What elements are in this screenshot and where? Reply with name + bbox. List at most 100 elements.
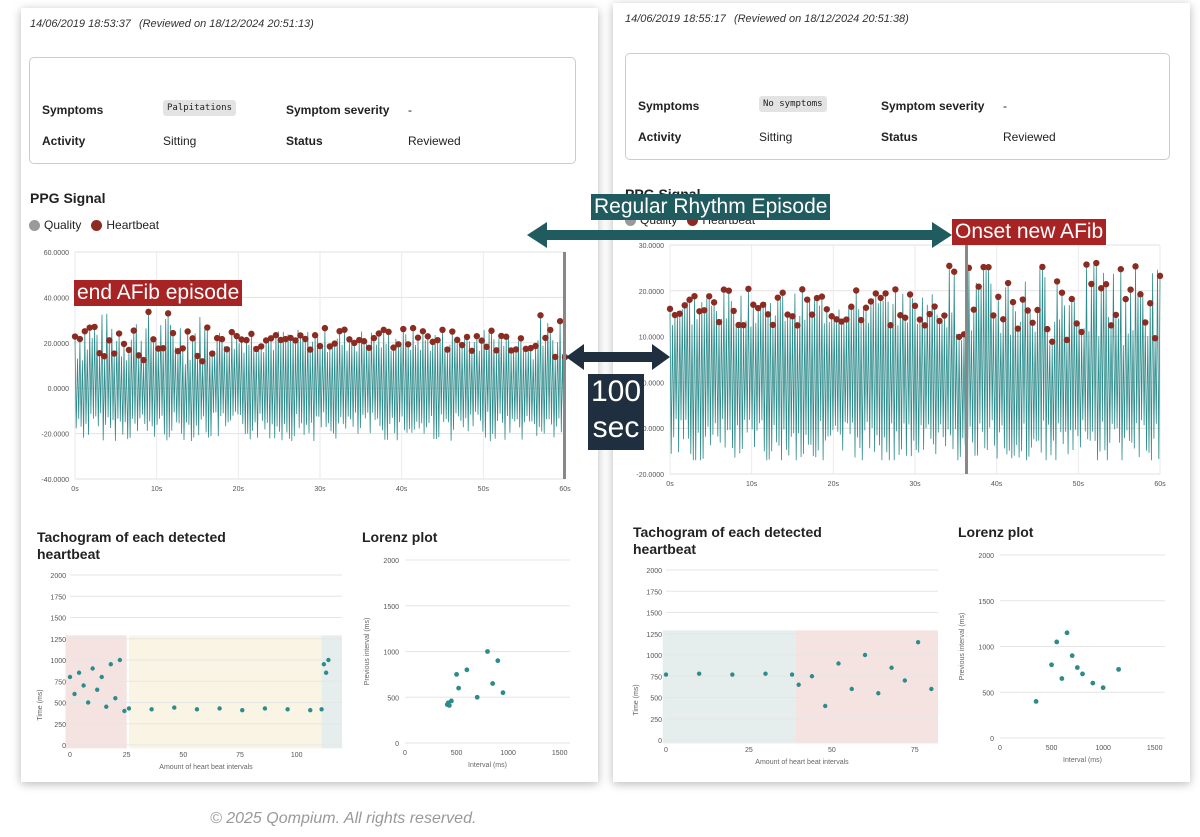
tachogram-point bbox=[285, 707, 290, 712]
y-tick-label: 1500 bbox=[646, 611, 662, 618]
heartbeat-marker bbox=[833, 316, 840, 323]
heartbeat-marker bbox=[184, 328, 191, 335]
tachogram-point bbox=[319, 707, 324, 712]
heartbeat-marker bbox=[1147, 300, 1154, 307]
tachogram-point bbox=[262, 706, 268, 711]
heartbeat-marker bbox=[941, 312, 948, 319]
heartbeat-marker bbox=[365, 344, 373, 351]
heartbeat-marker bbox=[395, 341, 402, 348]
heartbeat-marker bbox=[375, 330, 382, 337]
lorenz-point bbox=[1100, 685, 1106, 691]
lorenz-point bbox=[1049, 662, 1054, 668]
y-tick-label: 250 bbox=[54, 722, 66, 729]
heartbeat-marker bbox=[818, 293, 826, 300]
tachogram-point bbox=[763, 671, 768, 676]
x-tick-label: 60s bbox=[1154, 481, 1166, 488]
left-lorenz-chart[interactable]: 2000 1500 1000 500 00 500 1000 1500 Interval (ms… bbox=[355, 550, 580, 780]
lorenz-point bbox=[464, 667, 470, 673]
heartbeat-marker bbox=[81, 328, 88, 335]
legend-quality-label[interactable]: Quality bbox=[44, 218, 82, 232]
y-tick-label: 1750 bbox=[50, 594, 66, 601]
heartbeat-marker bbox=[169, 329, 177, 337]
lorenz-point bbox=[1080, 671, 1085, 677]
heartbeat-marker bbox=[507, 347, 515, 354]
heartbeat-marker bbox=[86, 324, 93, 331]
heartbeat-marker bbox=[911, 302, 919, 310]
heartbeat-marker bbox=[1004, 279, 1012, 287]
heartbeat-marker bbox=[351, 339, 358, 347]
heartbeat-marker bbox=[980, 263, 987, 271]
heartbeat-marker bbox=[759, 301, 767, 308]
heartbeat-marker bbox=[1112, 311, 1120, 319]
y-tick-label: 2000 bbox=[383, 558, 399, 565]
heartbeat-marker bbox=[400, 325, 407, 333]
heartbeat-marker bbox=[779, 289, 786, 296]
y-axis-label: Time (ms) bbox=[633, 684, 640, 715]
heartbeat-marker bbox=[552, 353, 559, 361]
y-tick-label: 1500 bbox=[50, 616, 66, 623]
heartbeat-marker bbox=[135, 352, 142, 359]
heartbeat-marker bbox=[867, 298, 875, 305]
heartbeat-marker bbox=[691, 292, 698, 300]
gap-unit: sec bbox=[592, 411, 640, 444]
heartbeat-marker bbox=[454, 336, 461, 344]
heartbeat-marker bbox=[321, 324, 329, 332]
right-activity-value: Sitting bbox=[759, 130, 793, 144]
heartbeat-marker bbox=[96, 350, 103, 357]
right-lorenz-chart[interactable]: 2000 1500 1000 500 00 500 1000 1500 Interval (ms… bbox=[950, 545, 1175, 775]
tachogram-point bbox=[323, 670, 329, 675]
heartbeat-marker bbox=[892, 286, 899, 293]
heartbeat-marker bbox=[745, 285, 752, 293]
heartbeat-marker bbox=[199, 358, 206, 365]
lorenz-point bbox=[1064, 630, 1070, 636]
heartbeat-marker bbox=[1107, 322, 1115, 329]
heartbeat-marker bbox=[125, 346, 133, 354]
quality-legend-icon[interactable] bbox=[625, 214, 636, 226]
tachogram-point bbox=[240, 707, 245, 713]
x-axis-label: Amount of heart beat intervals bbox=[159, 764, 253, 771]
episode-band bbox=[662, 630, 796, 744]
right-ppg-chart[interactable]: 30.0000 20.0000 10.0000 0.0000 -10.0000 -20.0… bbox=[620, 238, 1170, 496]
heartbeat-legend-icon[interactable] bbox=[91, 219, 103, 231]
x-tick-label: 25 bbox=[745, 747, 753, 754]
x-tick-label: 20s bbox=[233, 486, 245, 493]
heartbeat-marker bbox=[164, 310, 172, 317]
x-tick-label: 30s bbox=[909, 481, 921, 488]
left-ppg-title: PPG Signal bbox=[30, 190, 106, 206]
tachogram-point bbox=[663, 672, 669, 677]
heartbeat-marker bbox=[307, 346, 314, 353]
tachogram-point bbox=[76, 670, 82, 675]
heartbeat-marker bbox=[302, 335, 309, 343]
left-lorenz-title: Lorenz plot bbox=[362, 529, 438, 545]
heartbeat-marker bbox=[1068, 295, 1075, 303]
heartbeat-marker bbox=[740, 321, 747, 329]
heartbeat-marker bbox=[189, 335, 196, 342]
y-tick-label: 750 bbox=[650, 674, 662, 681]
heartbeat-marker bbox=[1127, 286, 1134, 293]
right-info-box bbox=[625, 53, 1170, 160]
right-tachogram-chart[interactable]: 2000 1750 1500 1250 1000 750 500 250 00 25 50 75 Amo… bbox=[626, 560, 946, 775]
tachogram-point bbox=[85, 700, 91, 705]
left-tachogram-chart[interactable]: 2000 1750 1500 1250 1000 750 500 250 00 25 50 75 100… bbox=[30, 565, 350, 780]
left-info-box bbox=[29, 57, 576, 164]
heartbeat-marker bbox=[696, 308, 703, 315]
lorenz-point bbox=[456, 685, 462, 691]
y-tick-label: 0 bbox=[395, 741, 399, 748]
heartbeat-marker bbox=[253, 345, 260, 353]
heartbeat-legend-icon[interactable] bbox=[687, 214, 699, 226]
tachogram-point bbox=[149, 707, 154, 712]
tachogram-point bbox=[72, 691, 77, 697]
heartbeat-marker bbox=[1083, 261, 1090, 268]
copyright-footer: © 2025 Qompium. All rights reserved. bbox=[210, 810, 477, 827]
heartbeat-marker bbox=[735, 321, 742, 329]
y-tick-label: 40.0000 bbox=[44, 295, 69, 302]
x-tick-label: 50s bbox=[478, 486, 490, 493]
y-tick-label: 20.0000 bbox=[639, 289, 664, 296]
x-tick-label: 75 bbox=[911, 747, 919, 754]
tachogram-point bbox=[929, 686, 934, 692]
y-axis-label: Previous interval (ms) bbox=[959, 613, 966, 681]
quality-legend-icon[interactable] bbox=[29, 219, 40, 231]
legend-heartbeat-label[interactable]: Heartbeat bbox=[106, 218, 160, 232]
lorenz-point bbox=[1069, 653, 1075, 659]
heartbeat-marker bbox=[155, 345, 162, 352]
